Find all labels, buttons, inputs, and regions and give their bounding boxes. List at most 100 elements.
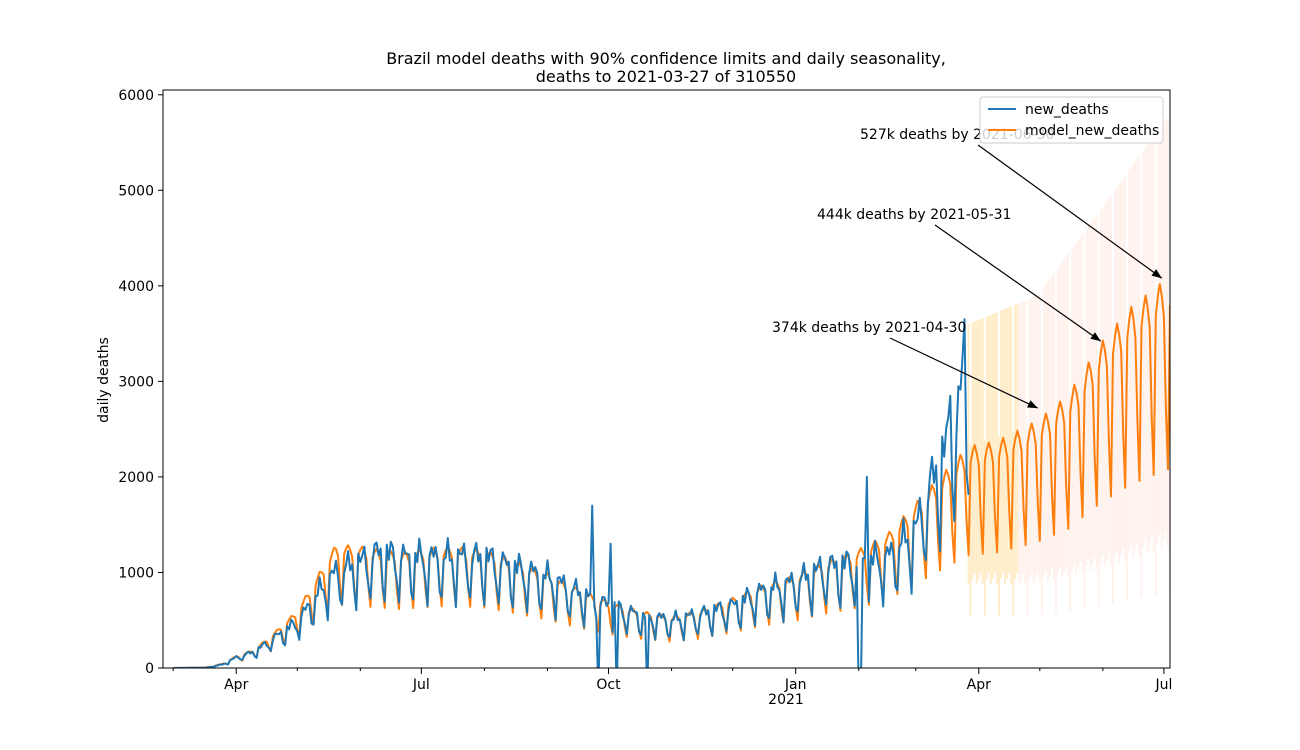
confidence-band-day [1055, 409, 1057, 613]
series-group [173, 283, 1170, 668]
legend-label-new-deaths: new_deaths [1025, 102, 1109, 118]
confidence-band-day [1079, 237, 1082, 562]
confidence-band-day [1012, 432, 1015, 616]
chart-title: Brazil model deaths with 90% confidence … [386, 49, 946, 68]
confidence-band-day [1128, 170, 1131, 553]
confidence-band-day [1069, 396, 1072, 611]
annotation-arrowhead [1090, 332, 1101, 342]
confidence-band-day [991, 313, 994, 579]
confidence-band-day [1038, 292, 1041, 584]
confidence-band-day [983, 440, 986, 616]
confidence-band-day [1152, 136, 1155, 552]
confidence-band-day [1010, 306, 1013, 584]
confidence-band-day [1118, 184, 1120, 563]
legend: new_deaths model_new_deaths [979, 96, 1164, 144]
confidence-band-day [1140, 333, 1143, 598]
confidence-band-day [1158, 127, 1161, 535]
confidence-band-day [1146, 144, 1149, 554]
confidence-band-day [1065, 256, 1068, 566]
plot-frame [162, 89, 1171, 669]
confidence-band-day [1040, 422, 1043, 615]
annotation-label: 374k deaths by 2021-04-30 [772, 320, 966, 336]
confidence-band-day [998, 436, 1000, 616]
confidence-band-day [1081, 234, 1084, 574]
confidence-band-day [1073, 245, 1076, 564]
confidence-band-day [1124, 175, 1127, 561]
confidence-band-day [1020, 302, 1023, 579]
confidence-band-day [1050, 275, 1053, 570]
confidence-band-day [1046, 281, 1049, 582]
confidence-band-day [1160, 125, 1163, 549]
confidence-band-day [1053, 273, 1055, 580]
confidence-band-day [1095, 214, 1098, 570]
confidence-band-day [1030, 297, 1033, 574]
y-axis: 0 1000 2000 3000 4000 5000 6000 [118, 88, 163, 677]
y-tick-label: 1000 [118, 565, 154, 581]
confidence-band-day [1101, 206, 1104, 556]
confidence-band-day [1071, 248, 1074, 570]
confidence-band-day [1044, 284, 1047, 572]
confidence-band-day [1126, 346, 1129, 601]
confidence-band-day [1107, 198, 1110, 554]
confidence-band-day [1166, 116, 1169, 547]
y-tick-label: 5000 [118, 183, 154, 199]
x-tick-label: Apr [224, 677, 248, 693]
series-line-new-deaths [173, 318, 970, 668]
confidence-band-day [1036, 295, 1039, 574]
confidence-band-day [1144, 147, 1147, 540]
confidence-band-day [1097, 371, 1100, 607]
confidence-band-day [979, 319, 982, 574]
confidence-band-day [1083, 384, 1086, 609]
confidence-band-day [1042, 287, 1045, 578]
confidence-band-day [1114, 189, 1116, 558]
confidence-band-day [996, 312, 998, 584]
x-tick-label: Oct [596, 677, 621, 693]
confidence-band-day [1150, 139, 1153, 538]
confidence-band-day [1006, 308, 1009, 579]
confidence-band-day [1016, 303, 1019, 574]
annotation-label: 444k deaths by 2021-05-31 [817, 207, 1011, 223]
confidence-band-day [1089, 223, 1092, 572]
confidence-band-day [1122, 178, 1125, 548]
confidence-band-day [1132, 164, 1135, 558]
x-year-label: 2021 [768, 692, 804, 708]
y-tick-label: 0 [145, 661, 154, 677]
confidence-band-day [1112, 358, 1114, 604]
annotation-arrowhead [1151, 269, 1162, 279]
confidence-band-day [1099, 209, 1102, 563]
chart-subtitle: deaths to 2021-03-27 of 310550 [536, 67, 796, 86]
confidence-band-day [969, 443, 972, 616]
confidence-band-day [1075, 242, 1078, 575]
confidence-band-day [981, 318, 984, 584]
x-tick-label: Jul [412, 677, 430, 693]
confidence-band-day [1109, 195, 1112, 566]
confidence-band-day [1087, 226, 1090, 560]
confidence-band-day [994, 313, 996, 574]
confidence-band-day [1164, 119, 1167, 532]
confidence-band-day [1103, 203, 1106, 568]
confidence-band-day [1130, 167, 1133, 545]
confidence-band-day [1057, 267, 1059, 574]
confidence-band-day [1063, 259, 1066, 572]
x-tick-label: Jul [1154, 677, 1172, 693]
y-tick-label: 2000 [118, 470, 154, 486]
confidence-band-day [1024, 300, 1027, 584]
y-axis-label: daily deaths [96, 337, 112, 423]
confidence-band-day [977, 319, 980, 579]
confidence-band-day [1093, 217, 1096, 558]
confidence-band-day [1032, 297, 1035, 584]
confidence-band-day [1061, 262, 1063, 579]
confidence-band-day [1142, 150, 1145, 548]
confidence-band-day [1026, 428, 1029, 616]
confidence-band-day [1138, 156, 1141, 556]
confidence-band-day [1085, 228, 1088, 567]
confidence-band-day [1059, 264, 1061, 568]
y-tick-label: 3000 [118, 374, 154, 390]
confidence-band-day [967, 324, 970, 584]
confidence-band-day [1154, 320, 1157, 595]
annotation-arrow [977, 144, 1163, 279]
x-tick-label: Apr [967, 677, 991, 693]
annotation-arrow [934, 224, 1102, 342]
y-tick-label: 4000 [118, 279, 154, 295]
